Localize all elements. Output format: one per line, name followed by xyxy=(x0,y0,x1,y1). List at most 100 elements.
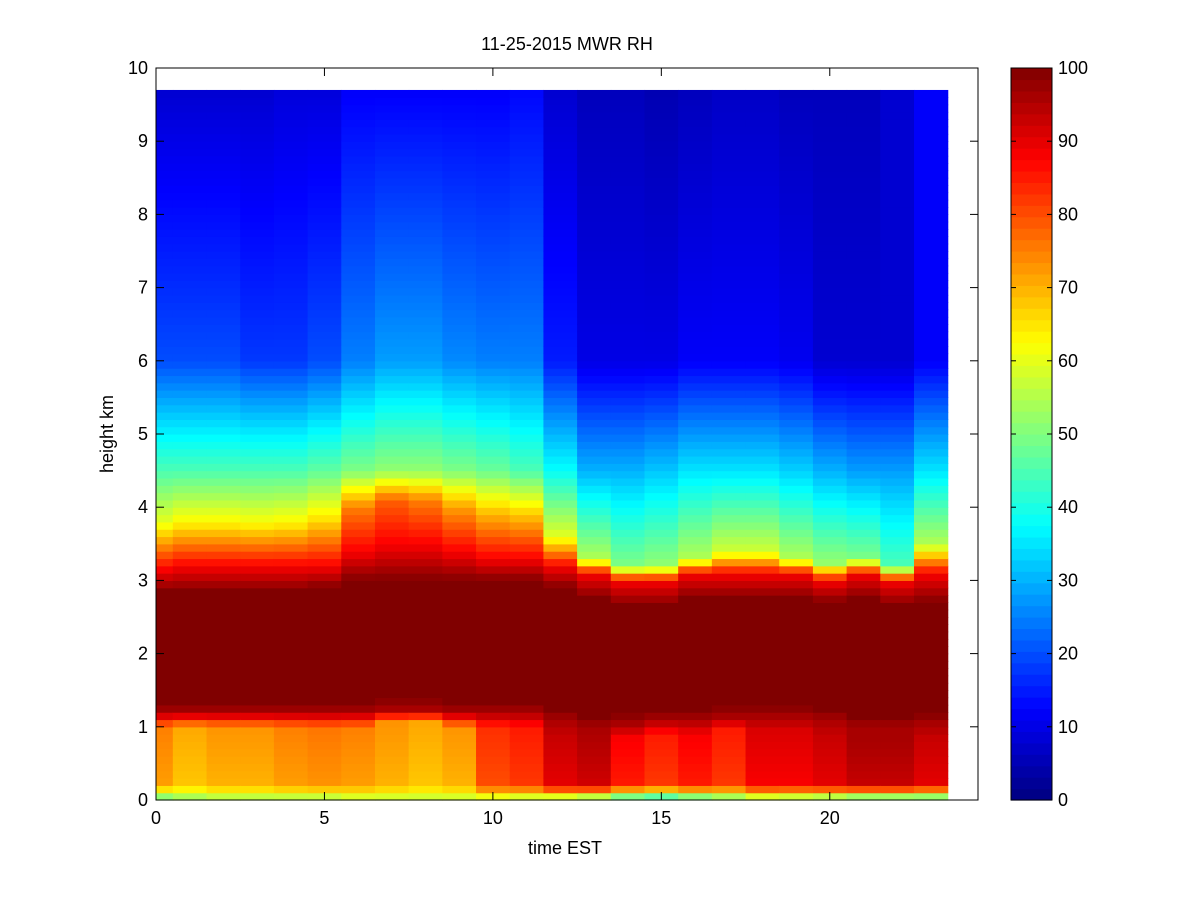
heatmap-cell xyxy=(711,287,747,296)
heatmap-cell xyxy=(577,631,612,640)
heatmap-cell xyxy=(374,126,410,135)
heatmap-cell xyxy=(880,338,915,347)
heatmap-cell xyxy=(172,463,208,472)
heatmap-cell xyxy=(543,89,578,98)
heatmap-cell xyxy=(374,338,410,347)
heatmap-cell xyxy=(880,697,915,706)
heatmap-cell xyxy=(509,338,545,347)
heatmap-cell xyxy=(644,499,679,508)
heatmap-cell xyxy=(307,302,342,311)
heatmap-cell xyxy=(678,778,713,786)
heatmap-cell xyxy=(307,243,342,252)
heatmap-cell xyxy=(156,558,174,567)
heatmap-cell xyxy=(543,690,578,699)
heatmap-cell xyxy=(341,756,376,764)
heatmap-cell xyxy=(240,668,275,677)
heatmap-cell xyxy=(307,463,342,472)
heatmap-cell xyxy=(307,419,342,428)
heatmap-cell xyxy=(240,595,275,603)
heatmap-cell xyxy=(678,624,713,633)
heatmap-cell xyxy=(307,133,342,142)
y-tick-label: 0 xyxy=(138,790,148,810)
heatmap-cell xyxy=(779,492,814,501)
heatmap-cell xyxy=(812,580,848,589)
heatmap-cell xyxy=(374,756,410,764)
heatmap-cell xyxy=(846,719,881,728)
heatmap-cell xyxy=(273,302,309,311)
heatmap-cell xyxy=(577,470,612,479)
heatmap-cell xyxy=(273,207,309,215)
heatmap-cell xyxy=(307,558,342,567)
heatmap-cell xyxy=(577,668,612,677)
heatmap-cell xyxy=(543,792,578,801)
heatmap-cell xyxy=(442,397,477,406)
heatmap-cell xyxy=(206,280,241,289)
heatmap-cell xyxy=(543,778,578,786)
heatmap-cell xyxy=(206,199,241,208)
heatmap-cell xyxy=(240,294,275,303)
heatmap-cell xyxy=(610,170,646,179)
heatmap-cell xyxy=(880,185,915,194)
heatmap-cell xyxy=(779,104,814,113)
heatmap-cell xyxy=(745,756,780,764)
heatmap-cell xyxy=(779,331,814,340)
heatmap-cell xyxy=(779,763,814,772)
y-tick-label: 3 xyxy=(138,570,148,590)
heatmap-cell xyxy=(240,485,275,494)
heatmap-cell xyxy=(442,441,477,450)
heatmap-cell xyxy=(307,104,342,113)
heatmap-cell xyxy=(577,712,612,721)
heatmap-cell xyxy=(374,170,410,179)
heatmap-cell xyxy=(644,448,679,457)
heatmap-cell xyxy=(745,543,780,552)
heatmap-cell xyxy=(206,104,241,113)
heatmap-cell xyxy=(543,390,578,398)
heatmap-cell xyxy=(408,529,443,538)
heatmap-cell xyxy=(711,595,747,603)
heatmap-cell xyxy=(341,126,376,135)
heatmap-cell xyxy=(240,507,275,516)
heatmap-cell xyxy=(610,792,646,801)
heatmap-cell xyxy=(846,243,881,252)
heatmap-cell xyxy=(374,390,410,398)
heatmap-cell xyxy=(644,404,679,413)
heatmap-cell xyxy=(577,229,612,237)
heatmap-cell xyxy=(156,638,174,647)
heatmap-cell xyxy=(812,741,848,750)
heatmap-cell xyxy=(240,324,275,333)
heatmap-cell xyxy=(442,470,477,479)
colorbar-band xyxy=(1011,262,1052,275)
heatmap-cell xyxy=(745,470,780,479)
heatmap-cell xyxy=(307,316,342,325)
colorbar-band xyxy=(1011,605,1052,618)
heatmap-cell xyxy=(442,294,477,303)
heatmap-cell xyxy=(374,529,410,538)
heatmap-cell xyxy=(846,199,881,208)
heatmap-cell xyxy=(476,338,511,347)
heatmap-cell xyxy=(880,207,915,215)
heatmap-cell xyxy=(880,324,915,333)
heatmap-cell xyxy=(812,748,848,757)
heatmap-cell xyxy=(711,170,747,179)
heatmap-cell xyxy=(644,119,679,128)
heatmap-cell xyxy=(240,529,275,538)
heatmap-cell xyxy=(240,97,275,106)
heatmap-cell xyxy=(307,646,342,655)
heatmap-cell xyxy=(577,580,612,589)
heatmap-cell xyxy=(240,346,275,355)
heatmap-cell xyxy=(779,543,814,552)
heatmap-cell xyxy=(509,419,545,428)
heatmap-cell xyxy=(812,170,848,179)
heatmap-cell xyxy=(307,770,342,779)
heatmap-cell xyxy=(509,272,545,281)
heatmap-cell xyxy=(341,514,376,523)
heatmap-cell xyxy=(509,346,545,355)
colorbar-band xyxy=(1011,273,1052,286)
heatmap-cell xyxy=(577,704,612,713)
heatmap-cell xyxy=(273,507,309,516)
heatmap-cell xyxy=(408,785,443,794)
heatmap-cell xyxy=(156,89,174,98)
heatmap-cell xyxy=(880,148,915,157)
heatmap-cell xyxy=(374,382,410,391)
heatmap-cell xyxy=(476,309,511,318)
